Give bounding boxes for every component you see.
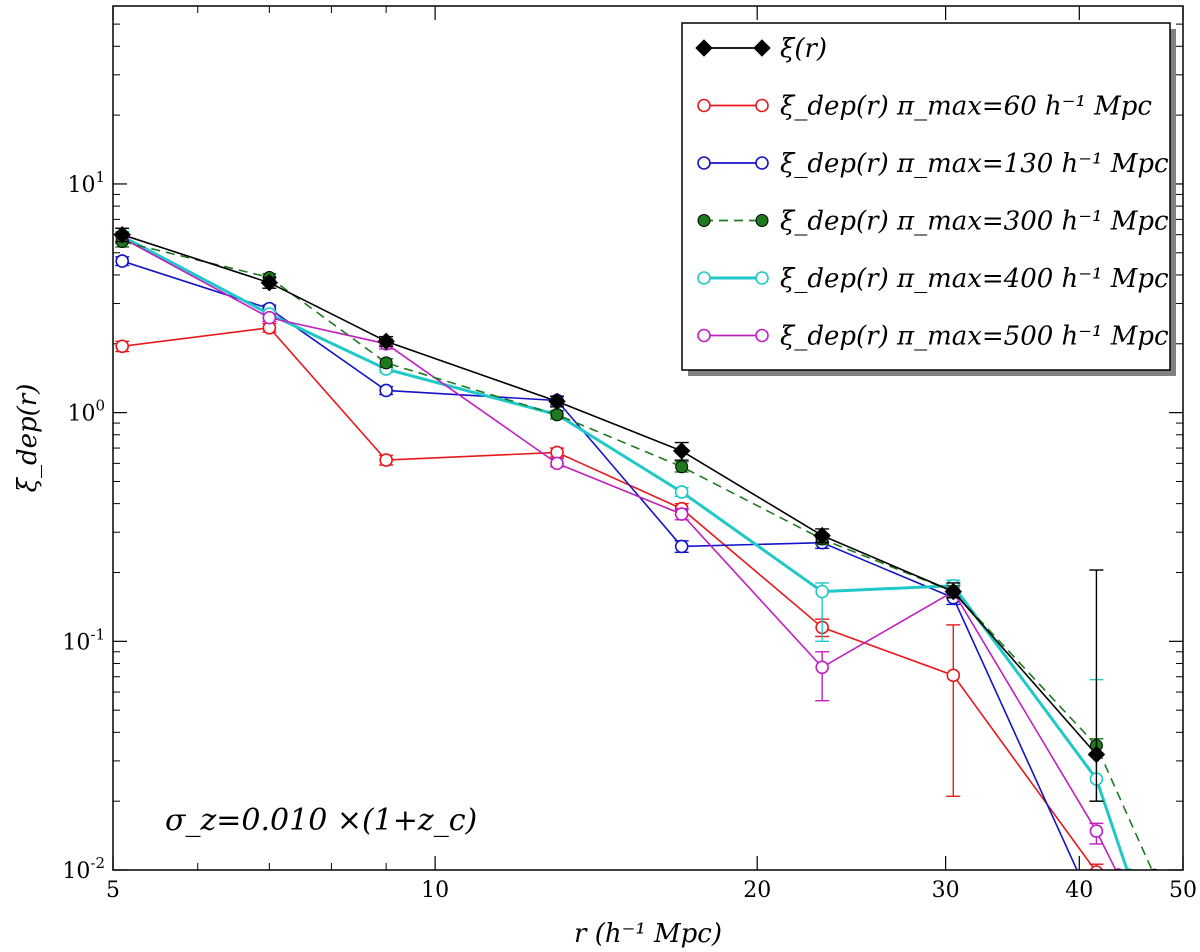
series-line (122, 326, 1096, 870)
y-tick-label: 10-2 (62, 854, 105, 884)
legend-marker (695, 39, 713, 57)
data-point (1124, 868, 1134, 870)
y-tick-exponent: 0 (95, 397, 105, 415)
legend-label: ξ_dep(r) π_max=130 h⁻¹ Mpc (780, 149, 1169, 179)
legend-label: ξ_dep(r) π_max=500 h⁻¹ Mpc (780, 322, 1169, 352)
data-point (113, 225, 131, 244)
data-point (379, 383, 393, 398)
y-tick-base: 10 (67, 402, 95, 427)
x-tick-label: 40 (1065, 878, 1093, 903)
legend-label: ξ_dep(r) π_max=400 h⁻¹ Mpc (780, 264, 1169, 294)
legend-marker (755, 156, 769, 170)
legend-marker (755, 271, 769, 285)
legend-marker (697, 328, 711, 343)
legend-marker (753, 39, 771, 57)
data-point (674, 485, 689, 499)
data-point (672, 442, 691, 460)
data-point (377, 332, 395, 351)
y-tick-label: 10-1 (62, 625, 105, 655)
data-point (813, 526, 831, 545)
x-tick-label: 50 (1169, 878, 1197, 903)
data-point (674, 507, 689, 521)
legend-label: ξ_dep(r) π_max=300 h⁻¹ Mpc (780, 207, 1169, 237)
data-point (1087, 745, 1106, 764)
data-point (815, 584, 829, 599)
data-point (815, 660, 829, 675)
data-point (379, 356, 393, 370)
legend: ξ(r) ξ_dep(r) π_max=60 h⁻¹ Mpc ξ_dep(r) π_… (681, 22, 1176, 376)
data-point (260, 273, 279, 292)
legend-marker (697, 98, 711, 113)
series-0 (113, 225, 1106, 802)
series-line (121, 233, 1098, 756)
legend-marker (697, 271, 711, 285)
data-point (115, 339, 130, 354)
data-point (1150, 868, 1159, 870)
legend-label: ξ_dep(r) π_max=60 h⁻¹ Mpc (780, 92, 1152, 122)
data-point (379, 453, 393, 467)
data-point (674, 539, 689, 554)
y-tick-label: 100 (67, 397, 105, 427)
y-tick-exponent: 1 (95, 168, 105, 186)
data-point (1090, 907, 1102, 919)
y-tick-label: 101 (67, 168, 105, 198)
y-tick-exponent: -1 (90, 625, 105, 643)
x-tick-label: 30 (932, 878, 960, 903)
data-point (1089, 824, 1104, 838)
x-tick-label: 20 (743, 878, 771, 903)
x-tick-label: 10 (421, 878, 449, 903)
data-point (1089, 865, 1103, 870)
data-point (550, 456, 564, 471)
legend-marker (755, 98, 769, 113)
x-tick-label: 5 (106, 878, 120, 903)
y-tick-base: 10 (62, 630, 90, 655)
series-line (122, 240, 1153, 870)
legend-marker (755, 214, 769, 227)
plot-frame (112, 5, 1184, 871)
data-point (548, 392, 566, 411)
sigma-annotation: σ_z=0.010 ×(1+z_c) (165, 803, 477, 838)
x-axis-label: r (h⁻¹ Mpc) (574, 919, 722, 949)
y-tick-exponent: -2 (90, 854, 105, 872)
data-point (944, 582, 963, 601)
y-tick-base: 10 (67, 173, 95, 198)
data-point (946, 668, 961, 683)
legend-marker (697, 156, 711, 170)
legend-label: ξ(r) (780, 34, 827, 64)
y-axis-label: ξ_dep(r) (13, 384, 43, 493)
legend-marker (697, 214, 711, 227)
legend-marker (755, 328, 769, 343)
data-point (550, 408, 564, 422)
y-tick-base: 10 (62, 859, 90, 884)
data-point (1113, 868, 1123, 870)
data-point (262, 310, 277, 325)
data-point (115, 254, 130, 268)
data-point (675, 460, 689, 474)
